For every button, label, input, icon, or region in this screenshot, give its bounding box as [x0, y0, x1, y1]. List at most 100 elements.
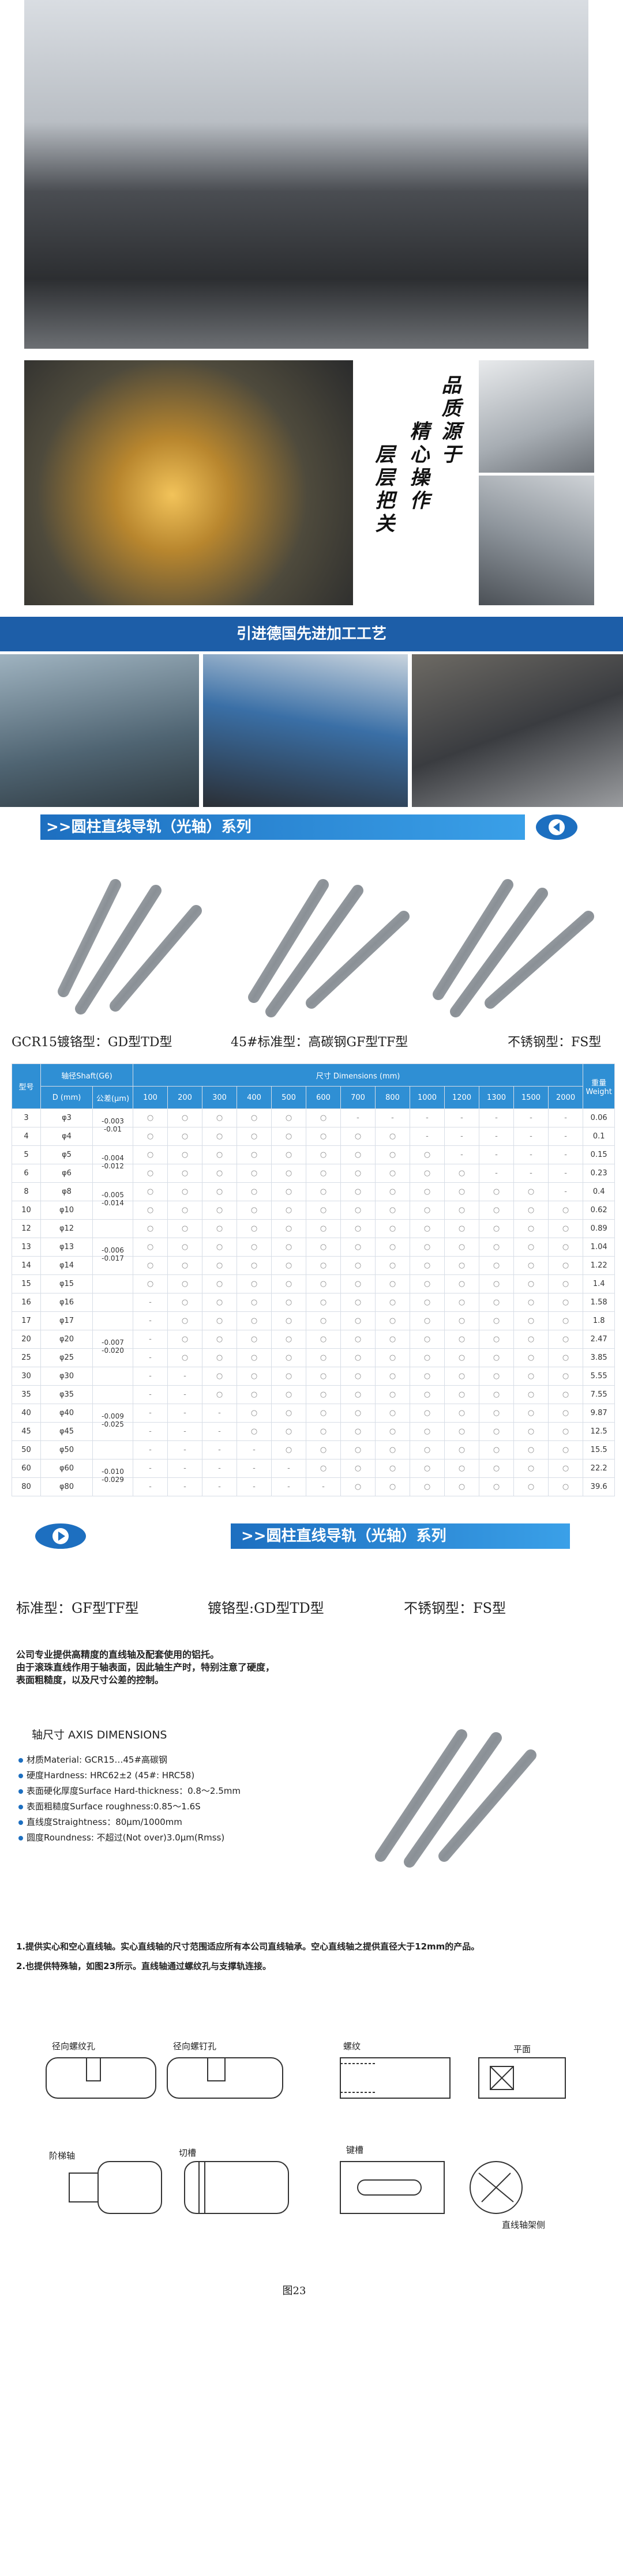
type-labels: 标准型：GF型TF型 镀铬型:GD型TD型 不锈钢型：FS型	[0, 1594, 623, 1617]
diagram-label: 键槽	[346, 2145, 363, 2155]
availability-cell: -	[237, 1440, 272, 1459]
shaft-cell: φ16	[40, 1293, 93, 1312]
shaft-cell: φ20	[40, 1330, 93, 1349]
table-row: 60 φ60 -0.010 -0.029- - - - - ○ ○ ○ ○ ○ ○ ○ ○ 22.2	[12, 1459, 616, 1484]
note: 1.提供实心和空心直线轴。实心直线轴的尺寸范围适应所有本公司直线轴承。空心直线轴…	[16, 1941, 480, 1952]
availability-cell: ○	[375, 1145, 410, 1164]
note: 2.也提供特殊轴，如图23所示。直线轴通过螺纹孔与支撑轨连接。	[16, 1961, 272, 1971]
availability-cell: ○	[306, 1108, 341, 1127]
availability-cell: ○	[410, 1440, 445, 1459]
type-label: 不锈钢型：FS型	[404, 1600, 506, 1616]
availability-cell: ○	[237, 1422, 272, 1441]
shaft-cell: φ17	[40, 1311, 93, 1330]
tolerance-line: -0.007	[102, 1338, 124, 1347]
availability-cell: ○	[340, 1367, 376, 1386]
availability-cell: ○	[375, 1348, 410, 1367]
availability-cell: ○	[375, 1219, 410, 1238]
spec-text: 硬度Hardness: HRC62±2 (45#: HRC58)	[27, 1770, 195, 1781]
availability-cell: ○	[547, 1459, 584, 1478]
availability-cell: -	[202, 1459, 237, 1478]
availability-cell: ○	[444, 1256, 479, 1275]
availability-cell: ○	[479, 1330, 514, 1349]
availability-cell: ○	[513, 1404, 549, 1423]
header-row: D (mm) 公差(μm) 100 200 300 400 500 600 700 800 1000…	[12, 1086, 615, 1109]
availability-cell: ○	[547, 1238, 584, 1257]
weight-cell: 0.62	[583, 1201, 616, 1220]
tolerance-cell: -0.007 -0.020	[92, 1330, 133, 1355]
header-cell: 500	[271, 1086, 306, 1109]
availability-cell: ○	[271, 1440, 306, 1459]
availability-cell: ○	[375, 1182, 410, 1201]
availability-cell: ○	[202, 1182, 237, 1201]
availability-cell: ○	[444, 1404, 479, 1423]
availability-cell: ○	[340, 1256, 376, 1275]
availability-cell: ○	[167, 1293, 202, 1312]
model-cell: 5	[12, 1145, 41, 1164]
bullet	[18, 1757, 23, 1763]
type-label: 镀铬型:GD型TD型	[208, 1600, 324, 1616]
availability-cell: ○	[306, 1256, 341, 1275]
availability-cell: ○	[340, 1127, 376, 1146]
weight-cell: 1.22	[583, 1256, 616, 1275]
availability-cell: ○	[167, 1274, 202, 1293]
availability-cell: -	[513, 1108, 549, 1127]
type-label: GCR15镀铬型：GD型TD型	[12, 1035, 172, 1050]
availability-cell: ○	[306, 1201, 341, 1220]
availability-cell: ○	[271, 1422, 306, 1441]
availability-cell: -	[167, 1404, 202, 1423]
availability-cell: ○	[410, 1477, 445, 1496]
availability-cell: ○	[444, 1348, 479, 1367]
availability-cell: ○	[133, 1201, 168, 1220]
diagram-label: 阶梯轴	[49, 2151, 75, 2161]
availability-cell: ○	[340, 1348, 376, 1367]
availability-cell: ○	[202, 1145, 237, 1164]
header-cell: 700	[340, 1086, 376, 1109]
availability-cell: -	[479, 1127, 514, 1146]
availability-cell: ○	[444, 1164, 479, 1183]
tolerance-cell	[92, 1348, 133, 1367]
model-cell: 10	[12, 1201, 41, 1220]
availability-cell: ○	[306, 1459, 341, 1478]
availability-cell: ○	[237, 1238, 272, 1257]
availability-cell: ○	[547, 1440, 584, 1459]
weight-cell: 7.55	[583, 1385, 616, 1404]
availability-cell: ○	[410, 1274, 445, 1293]
availability-cell: ○	[479, 1293, 514, 1312]
availability-cell: ○	[306, 1311, 341, 1330]
shaft-cell: φ15	[40, 1274, 93, 1293]
availability-cell: ○	[271, 1293, 306, 1312]
arrow-button	[536, 814, 577, 840]
availability-cell: ○	[202, 1238, 237, 1257]
availability-cell: ○	[375, 1404, 410, 1423]
availability-cell: ○	[271, 1182, 306, 1201]
shaft-cell: φ60	[40, 1459, 93, 1478]
availability-cell: ○	[202, 1311, 237, 1330]
availability-cell: ○	[202, 1293, 237, 1312]
table-row: 20 φ20 -0.007 -0.020- ○ ○ ○ ○ ○ ○ ○ ○ ○ ○ ○ ○ 2.47	[12, 1330, 616, 1355]
model-cell: 13	[12, 1238, 41, 1257]
availability-cell: ○	[133, 1256, 168, 1275]
availability-cell: -	[410, 1127, 445, 1146]
tolerance-cell	[92, 1219, 133, 1238]
tolerance-cell: -0.004 -0.012	[92, 1145, 133, 1170]
header-cell: 100	[133, 1086, 168, 1109]
shaft-cell: φ40	[40, 1404, 93, 1423]
availability-cell: ○	[410, 1238, 445, 1257]
availability-cell: ○	[133, 1127, 168, 1146]
availability-cell: ○	[547, 1422, 584, 1441]
tolerance-line: -0.004	[102, 1154, 124, 1162]
weight-cell: 39.6	[583, 1477, 616, 1496]
availability-cell: ○	[340, 1440, 376, 1459]
table: 型号 轴径Shaft(G6) 尺寸 Dimensions (mm) 重量Weight D…	[12, 1063, 616, 1496]
availability-cell: ○	[513, 1219, 549, 1238]
availability-cell: ○	[375, 1330, 410, 1349]
diagram-label: 平面	[513, 2044, 531, 2054]
weight-cell: 5.55	[583, 1367, 616, 1386]
availability-cell: ○	[271, 1330, 306, 1349]
availability-cell: ○	[202, 1385, 237, 1404]
availability-cell: ○	[479, 1477, 514, 1496]
weight-cell: 0.06	[583, 1108, 616, 1127]
availability-cell: ○	[444, 1477, 479, 1496]
availability-cell: ○	[340, 1201, 376, 1220]
series-title: >>圆柱直线导轨（光轴）系列	[231, 1523, 570, 1549]
